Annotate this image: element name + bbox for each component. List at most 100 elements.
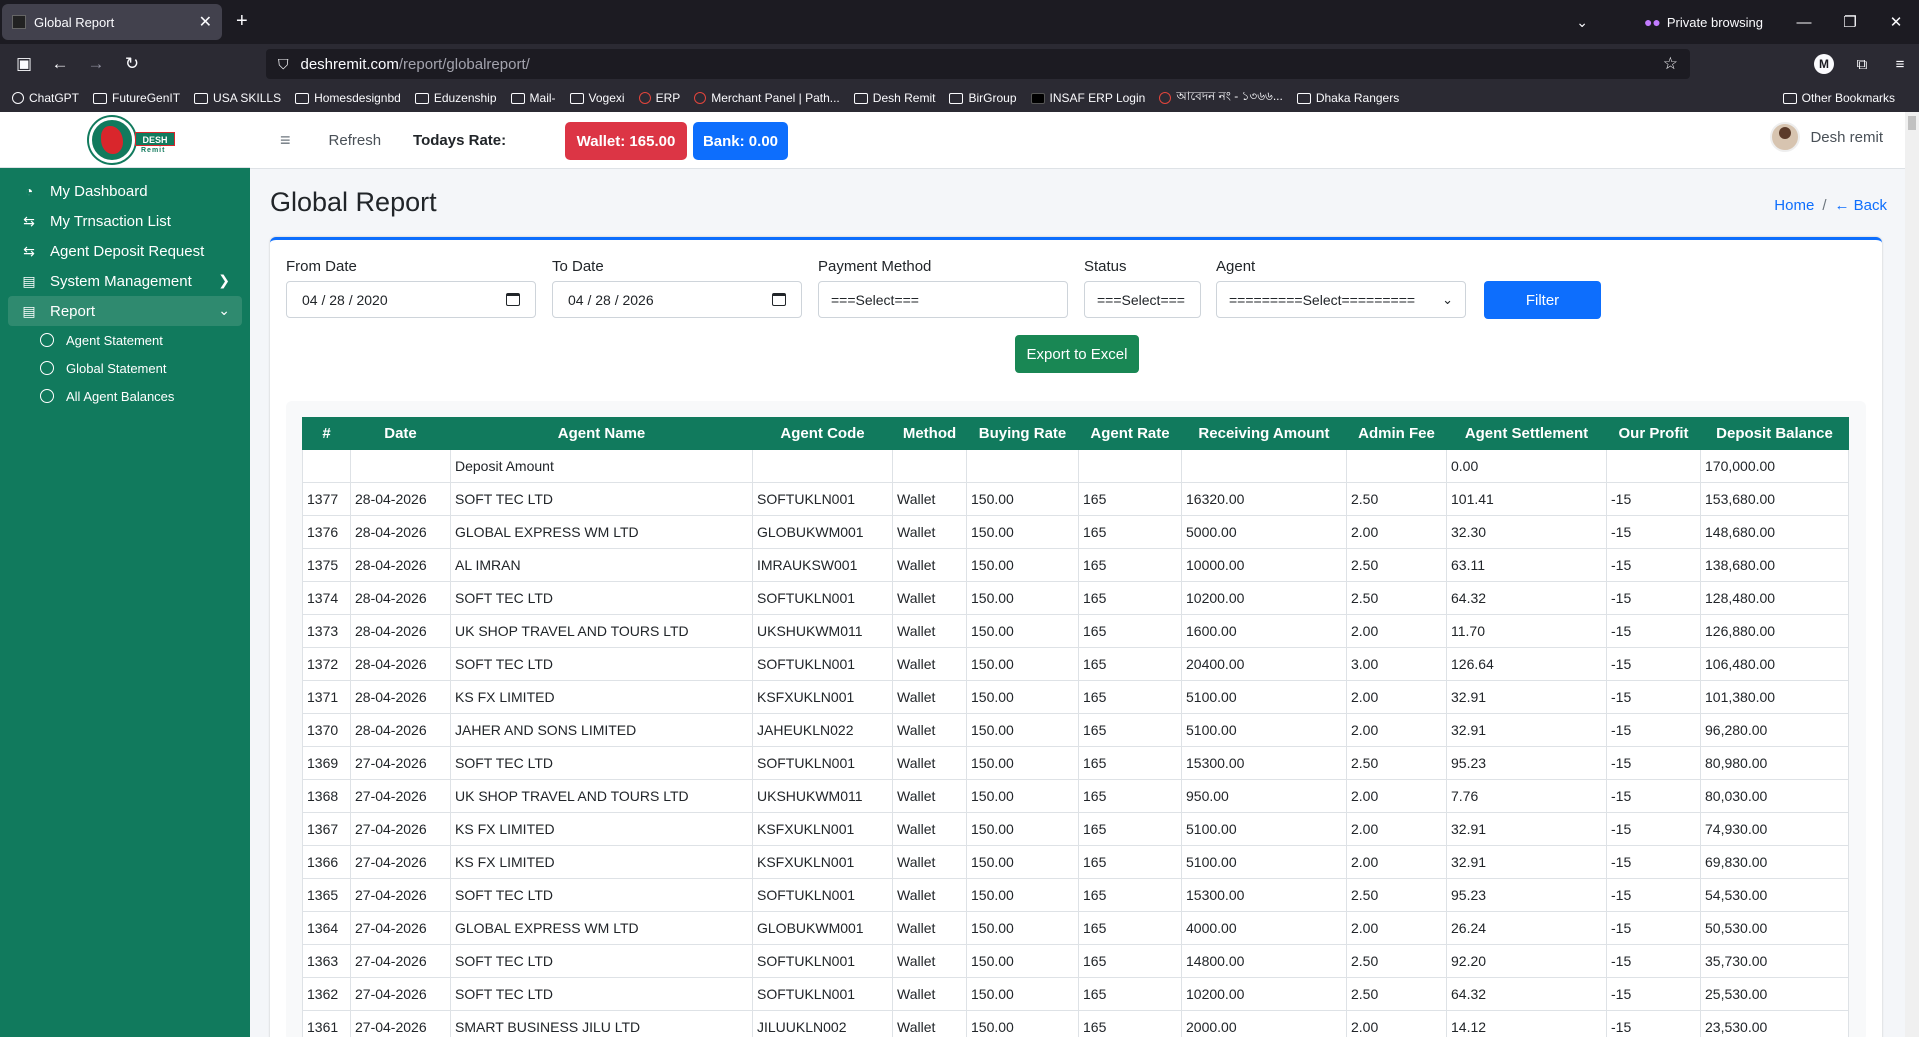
address-bar[interactable]: ⛉ deshremit.com/report/globalreport/ ☆: [266, 49, 1690, 79]
desh-remit-logo-icon: DESH Remit: [75, 116, 175, 164]
restore-icon[interactable]: ❐: [1843, 14, 1857, 31]
table-cell: 26.24: [1446, 911, 1607, 945]
brand-logo[interactable]: DESH Remit: [0, 112, 250, 168]
shield-icon[interactable]: ⛉: [278, 55, 289, 72]
account-icon[interactable]: M: [1805, 54, 1843, 74]
table-cell: 11.70: [1446, 614, 1607, 648]
column-header[interactable]: Buying Rate: [966, 417, 1079, 450]
table-cell: 165: [1078, 878, 1182, 912]
refresh-link[interactable]: Refresh: [328, 131, 382, 149]
export-to-excel-button[interactable]: Export to Excel: [1015, 335, 1139, 373]
tab-close-icon[interactable]: ✕: [198, 14, 212, 31]
column-header[interactable]: #: [302, 417, 351, 450]
sidebar-subitem-agent-statement[interactable]: Agent Statement: [8, 326, 242, 354]
column-header[interactable]: Method: [892, 417, 967, 450]
column-header[interactable]: Date: [350, 417, 451, 450]
column-header[interactable]: Agent Code: [752, 417, 893, 450]
table-cell: SOFT TEC LTD: [450, 977, 753, 1011]
column-header[interactable]: Agent Name: [450, 417, 753, 450]
table-cell: 1377: [302, 482, 351, 516]
page-scrollbar[interactable]: [1905, 112, 1919, 1037]
breadcrumb-back-link[interactable]: ← Back: [1834, 197, 1887, 214]
calendar-icon[interactable]: [506, 293, 520, 306]
column-header[interactable]: Our Profit: [1606, 417, 1701, 450]
bookmark-item[interactable]: Homesdesignbd: [295, 91, 401, 105]
table-cell: 27-04-2026: [350, 977, 451, 1011]
bookmark-label: Dhaka Rangers: [1315, 91, 1400, 105]
sidebar-item-agent-deposit-request[interactable]: ⇆ Agent Deposit Request: [8, 236, 242, 266]
bookmark-item[interactable]: Vogexi: [569, 91, 625, 105]
table-cell: 28-04-2026: [350, 482, 451, 516]
sidebar-item-system-management[interactable]: ▤ System Management ❯: [8, 266, 242, 296]
filter-button[interactable]: Filter: [1484, 281, 1601, 319]
column-header[interactable]: Admin Fee: [1346, 417, 1447, 450]
extensions-icon[interactable]: ⧉: [1856, 55, 1868, 73]
hamburger-menu-icon[interactable]: ≡: [280, 129, 291, 150]
table-cell: 2.00: [1346, 515, 1447, 549]
back-arrow-icon[interactable]: ←: [51, 54, 69, 73]
user-menu[interactable]: Desh remit: [1770, 122, 1883, 152]
to-date-input[interactable]: 04 / 28 / 2026: [552, 281, 802, 318]
breadcrumb-home-link[interactable]: Home: [1774, 197, 1815, 214]
new-tab-icon[interactable]: +: [236, 10, 248, 32]
column-header[interactable]: Agent Settlement: [1446, 417, 1607, 450]
table-cell: [1078, 449, 1182, 483]
table-cell: 35,730.00: [1700, 944, 1849, 978]
table-cell: 14.12: [1446, 1010, 1607, 1037]
table-cell: 2.50: [1346, 746, 1447, 780]
minimize-icon[interactable]: —: [1796, 13, 1812, 31]
table-row: 1373 28-04-2026 UK SHOP TRAVEL AND TOURS L…: [302, 614, 1849, 648]
column-header[interactable]: Agent Rate: [1078, 417, 1182, 450]
table-cell: [1346, 449, 1447, 483]
column-header[interactable]: Deposit Balance: [1700, 417, 1849, 450]
table-cell: 165: [1078, 614, 1182, 648]
bookmark-item[interactable]: Mail-: [510, 91, 556, 105]
sidebar-subitem-all-agent-balances[interactable]: All Agent Balances: [8, 382, 242, 410]
bank-balance-button[interactable]: Bank: 0.00: [693, 122, 788, 160]
sidebar-item-report[interactable]: ▤ Report ⌄: [8, 296, 242, 326]
table-cell: 69,830.00: [1700, 845, 1849, 879]
bookmark-item[interactable]: ERP: [638, 91, 680, 105]
pathao-icon: [694, 92, 707, 104]
list-tabs-icon[interactable]: ⌄: [1576, 13, 1588, 30]
folder-icon: [93, 92, 108, 104]
browser-tab[interactable]: Global Report ✕: [2, 4, 222, 40]
bookmark-item[interactable]: INSAF ERP Login: [1030, 91, 1145, 105]
sidebar-subitem-label: All Agent Balances: [66, 388, 175, 404]
bookmark-item[interactable]: USA SKILLS: [194, 91, 281, 105]
table-cell: KSFXUKLN001: [752, 680, 893, 714]
table-cell: KS FX LIMITED: [450, 845, 753, 879]
bookmark-item[interactable]: আবেদন নং - ১৩৬৬...: [1159, 88, 1283, 108]
sidebar-item-transaction-list[interactable]: ⇆ My Trnsaction List: [8, 206, 242, 236]
transfer-icon: ⇆: [23, 212, 35, 229]
sidebar-item-my-dashboard[interactable]: ◔ My Dashboard: [8, 176, 242, 206]
sidebar-subitem-global-statement[interactable]: Global Statement: [8, 354, 242, 382]
close-window-icon[interactable]: ✕: [1889, 14, 1903, 31]
bookmark-star-icon[interactable]: ☆: [1662, 54, 1678, 73]
bookmark-item[interactable]: BirGroup: [949, 91, 1017, 105]
bookmark-item[interactable]: FutureGenIT: [93, 91, 180, 105]
payment-method-select[interactable]: ===Select===: [818, 281, 1068, 318]
table-cell: 1375: [302, 548, 351, 582]
table-cell: 63.11: [1446, 548, 1607, 582]
clipboard-icon: ▤: [22, 302, 36, 319]
bookmark-item[interactable]: Dhaka Rangers: [1296, 91, 1400, 105]
sidebar-toggle-icon[interactable]: ▣: [15, 54, 33, 73]
other-bookmarks[interactable]: Other Bookmarks: [1782, 91, 1895, 105]
table-cell: 165: [1078, 581, 1182, 615]
agent-select[interactable]: =========Select========= ⌄: [1216, 281, 1466, 318]
wallet-balance-button[interactable]: Wallet: 165.00: [565, 122, 687, 160]
column-header[interactable]: Receiving Amount: [1181, 417, 1347, 450]
bookmark-item[interactable]: Desh Remit: [853, 91, 935, 105]
bookmark-item[interactable]: ChatGPT: [12, 91, 79, 105]
bookmark-item[interactable]: Eduzenship: [414, 91, 497, 105]
bookmark-item[interactable]: Merchant Panel | Path...: [694, 91, 840, 105]
reload-icon[interactable]: ↻: [124, 54, 140, 73]
calendar-icon[interactable]: [772, 293, 786, 306]
forward-arrow-icon[interactable]: →: [87, 54, 105, 73]
sidebar: DESH Remit ◔ My Dashboard ⇆ My Trnsactio…: [0, 112, 250, 1037]
menu-icon[interactable]: ≡: [1895, 55, 1905, 73]
from-date-input[interactable]: 04 / 28 / 2020: [286, 281, 536, 318]
table-cell: 150.00: [966, 647, 1079, 681]
status-select[interactable]: ===Select===: [1084, 281, 1201, 318]
